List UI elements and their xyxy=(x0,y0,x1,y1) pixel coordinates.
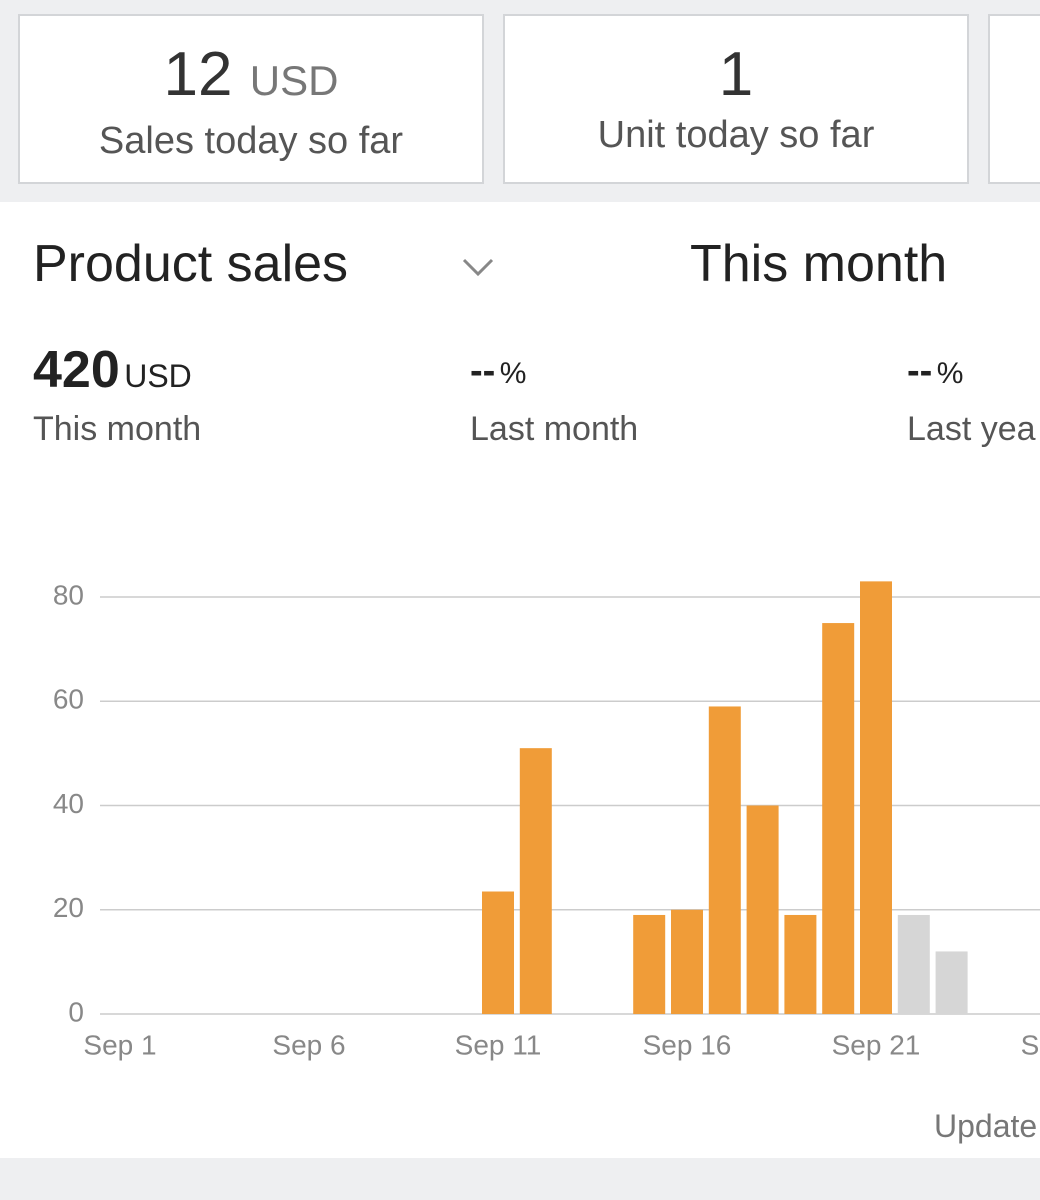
chart: 0 20 40 60 80 Sep 1 Sep 6 Sep 11 Sep 16 Sep 21 Sep… xyxy=(53,579,1040,1060)
stat-label: Last yea xyxy=(907,410,1036,448)
stat-value: -- xyxy=(470,350,496,392)
stat-label: This month xyxy=(33,410,202,448)
y-tick-label: 60 xyxy=(53,684,84,715)
card-label: Sales today so far xyxy=(98,120,404,162)
stat-value: -- xyxy=(907,350,933,392)
y-tick-label: 80 xyxy=(53,579,84,610)
bar xyxy=(519,748,552,1014)
bar xyxy=(784,914,817,1014)
bar xyxy=(671,909,703,1014)
x-tick-label: Sep 6 xyxy=(272,1029,345,1060)
stat-unit: % xyxy=(936,357,964,390)
y-tick-label: 0 xyxy=(68,996,84,1027)
stat: -- % xyxy=(470,350,526,393)
stat-value: 420 xyxy=(33,341,120,399)
value: 12 xyxy=(163,40,233,109)
bar xyxy=(633,914,666,1014)
period-selector[interactable]: This month xyxy=(690,235,948,293)
sales-card[interactable]: 12 USD Sales today so far xyxy=(18,14,484,184)
x-tick-label: Sep 16 xyxy=(643,1029,732,1060)
x-tick-label: Sep 11 xyxy=(455,1029,542,1060)
unit: USD xyxy=(249,57,339,104)
chevron[interactable] xyxy=(460,254,496,278)
y-tick-label: 20 xyxy=(53,892,84,923)
x-tick-label: Sep 26 xyxy=(1021,1029,1040,1060)
sales-panel: Product sales This month 420 USD This mo… xyxy=(0,202,1040,1158)
x-tick-label: Sep 1 xyxy=(83,1029,156,1060)
bar xyxy=(746,805,779,1014)
stat-label: Last month xyxy=(470,410,639,448)
y-tick-label: 40 xyxy=(53,788,84,819)
bar xyxy=(897,914,930,1014)
card-label: Unit today so far xyxy=(597,114,875,156)
card-value: 1 xyxy=(718,40,754,109)
stat: 420 USD xyxy=(33,340,192,400)
stat: -- % xyxy=(907,350,963,393)
bar xyxy=(935,951,968,1014)
bar xyxy=(860,581,892,1014)
bar xyxy=(708,706,741,1014)
metric-dropdown[interactable]: Product sales xyxy=(33,235,349,293)
x-tick-label: Sep 21 xyxy=(832,1029,921,1060)
card-partial[interactable] xyxy=(988,14,1040,184)
card-value: 12 USD xyxy=(20,42,482,114)
bar xyxy=(822,623,855,1014)
stat-unit: USD xyxy=(124,358,192,394)
bar xyxy=(482,891,514,1014)
stat-unit: % xyxy=(499,357,527,390)
updated-note: Update xyxy=(934,1108,1038,1144)
units-card[interactable]: 1 Unit today so far xyxy=(503,14,969,184)
